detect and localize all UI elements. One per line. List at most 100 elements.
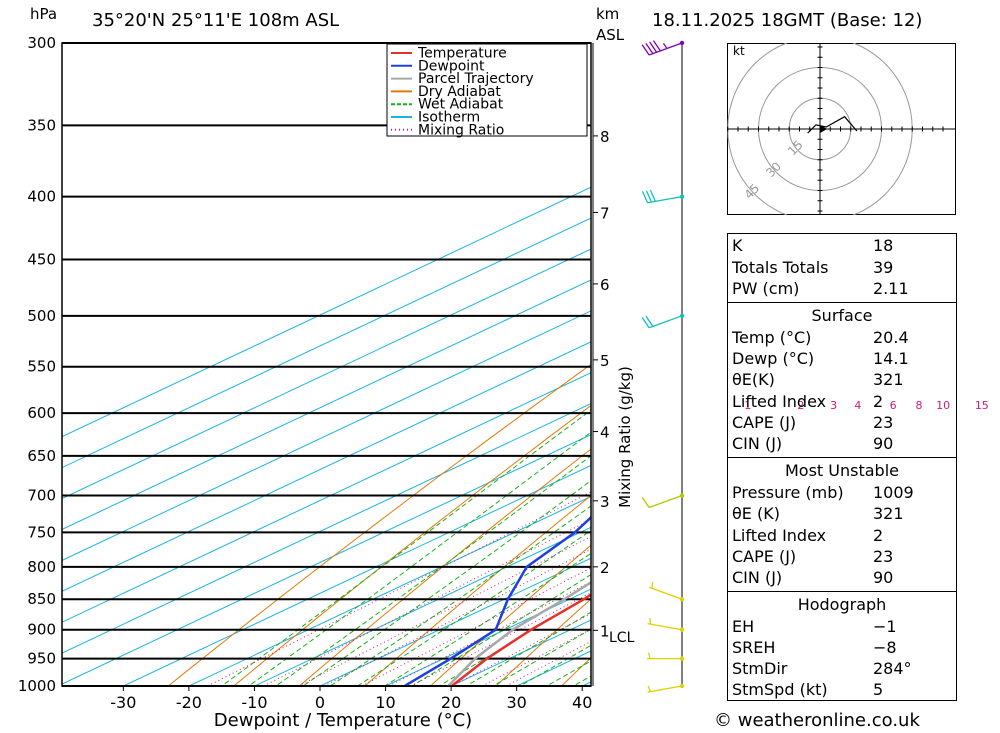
height-tick-label: 3 [600,493,610,511]
wet-adiabat-line [465,611,591,686]
mixing-ratio-label: 3 [830,399,837,412]
pressure-unit: hPa [30,5,58,23]
legend-label: Mixing Ratio [418,122,504,138]
stat-label: CAPE (J) [732,547,797,566]
x-tick-label: -20 [176,693,202,712]
stat-value: 90 [873,568,894,587]
wind-barb-flag [645,42,654,54]
location-title: 35°20'N 25°11'E 108m ASL [92,10,340,31]
isotherm-line [62,279,591,531]
copyright-text[interactable]: © weatheronline.co.uk [714,710,920,731]
height-tick-label: 1 [600,622,610,640]
wind-barb-dot [679,313,685,319]
hodograph-unit: kt [733,44,745,58]
surface-temp-row: Temp (°C) 20.4 [732,328,952,349]
wind-barb-flag [641,44,650,56]
mu-pressure-row: Pressure (mb) 1009 [732,483,952,504]
isotherm-line [318,557,591,686]
mixing-ratio-line [410,592,591,686]
height-tick-label: 7 [600,204,610,222]
isotherm-line [62,248,591,500]
height-unit-asl: ASL [596,26,625,44]
wind-barb-half-flag [651,582,654,589]
surface-title: Surface [811,306,873,325]
pressure-tick-label: 850 [27,590,56,608]
height-tick-label: 6 [600,276,610,294]
isotherm-line [187,495,591,686]
plot-frame [61,42,592,687]
stat-value: 18 [873,236,894,255]
wind-barb-staff [647,623,683,631]
stats-table: K 18 Totals Totals 39 PW (cm) 2.11 Surface … [727,233,957,701]
divider [728,302,956,303]
wind-barb-dot [679,194,685,199]
wind-barb-staff [647,685,683,693]
stat-value: 90 [873,434,894,453]
stat-label: θE (K) [732,504,780,523]
isotherm-line [62,403,591,654]
pressure-tick-label: 300 [27,34,56,52]
surface-dewp-row: Dewp (°C) 14.1 [732,349,952,370]
pressure-tick-label: 600 [27,404,56,422]
stat-label: CIN (J) [732,434,783,453]
wet-adiabat-line [492,628,591,686]
isotherm-line [253,526,591,686]
stat-value: 1009 [873,483,914,502]
mu-cin-row: CIN (J) 90 [732,568,952,589]
dewpoint-profile [403,515,591,686]
stat-label: PW (cm) [732,279,800,298]
wind-barb-flag [649,189,657,202]
pressure-tick-label: 700 [27,487,56,505]
wind-barb-flag [645,315,654,327]
x-axis-label: Dewpoint / Temperature (°C) [214,710,472,731]
stat-value: 23 [873,413,894,432]
k-index-row: K 18 [732,236,952,257]
pressure-tick-label: 400 [27,188,56,206]
lcl-label: LCL [609,630,635,646]
stat-value: 2.11 [873,279,909,298]
wind-barb-staff [648,42,683,56]
mixing-ratio-label: 2 [797,399,804,412]
stat-label: CIN (J) [732,568,783,587]
legend-box [386,43,588,137]
wet-adiabat-line [220,409,591,686]
legend-label: Parcel Trajectory [418,71,534,87]
wind-barb-flag [645,190,653,203]
x-tick-label: 40 [572,693,592,712]
surface-thetae-row: θE(K) 321 [732,370,952,391]
surface-li-row: Lifted Index 2 [732,392,952,413]
stat-label: StmSpd (kt) [732,680,828,699]
mixing-ratio-label: 6 [890,399,897,412]
dry-adiabat-line [364,494,591,686]
mixing-ratio-label: 10 [936,399,950,412]
wet-adiabat-line [411,574,591,686]
wind-barb-flag [641,191,649,203]
x-tick-label: 0 [315,693,325,712]
pressure-tick-label: 550 [27,358,56,376]
legend-label: Wet Adiabat [418,97,504,113]
x-tick-label: -10 [241,693,267,712]
surface-cape-row: CAPE (J) 23 [732,413,952,434]
storm-motion-marker [820,125,828,133]
mixing-ratio-line [323,548,591,686]
wind-barb-dot [679,40,685,46]
surface-cin-row: CIN (J) 90 [732,434,952,455]
stat-label: K [732,236,743,255]
height-tick-label: 8 [600,128,610,146]
stat-label: Pressure (mb) [732,483,844,502]
totals-totals-row: Totals Totals 39 [732,258,952,279]
stat-label: StmDir [732,659,788,678]
mu-cape-row: CAPE (J) 23 [732,547,952,568]
x-tick-label: 30 [506,693,526,712]
wind-barb-half-flag [647,685,652,692]
x-tick-label: 10 [375,693,395,712]
mixing-ratio-label: 4 [854,399,861,412]
stat-label: Totals Totals [732,258,829,277]
height-tick-label: 4 [600,424,610,442]
pressure-tick-label: 450 [27,251,56,269]
pressure-tick-label: 500 [27,307,56,325]
temperature-profile [449,593,591,686]
stat-value: 23 [873,547,894,566]
legend-label: Isotherm [418,110,480,126]
